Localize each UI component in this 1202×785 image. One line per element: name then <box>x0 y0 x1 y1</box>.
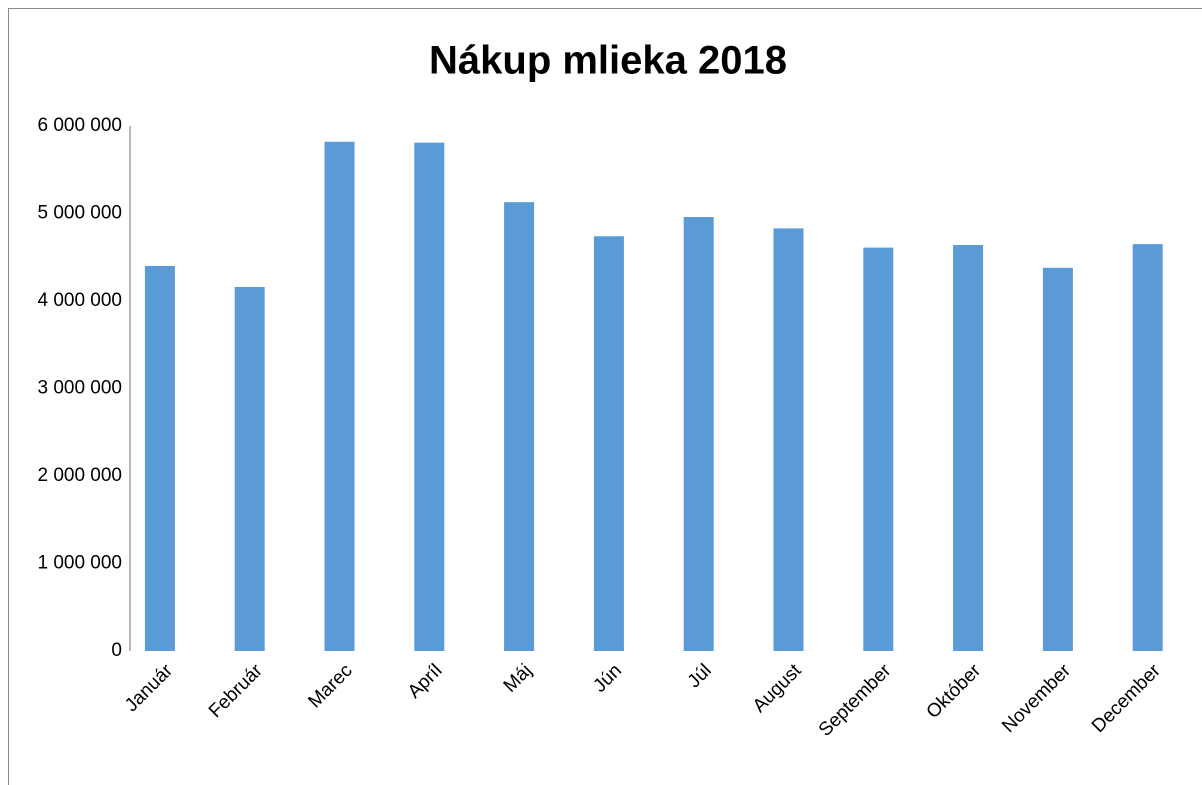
x-tick-label: Apríl <box>404 660 446 702</box>
x-tick-label: Marec <box>304 660 356 712</box>
y-tick-label: 6 000 000 <box>37 115 122 136</box>
y-tick-label: 5 000 000 <box>37 203 122 224</box>
y-tick-label: 2 000 000 <box>37 465 122 486</box>
x-tick-label: September <box>815 660 896 741</box>
chart-border <box>8 8 1202 785</box>
chart-title: Nákup mlieka 2018 <box>429 39 787 83</box>
x-tick-label: Máj <box>500 660 537 697</box>
bar <box>324 141 355 651</box>
bar <box>953 245 984 651</box>
x-tick-label: November <box>998 660 1075 737</box>
bar <box>593 236 624 651</box>
bar <box>773 228 804 651</box>
bar <box>144 266 175 651</box>
x-tick-label: Január <box>121 660 177 716</box>
y-tick-label: 3 000 000 <box>37 378 122 399</box>
x-tick-label: August <box>749 660 806 717</box>
x-tick-label: Jún <box>589 660 626 697</box>
bar <box>683 217 714 651</box>
bar <box>1042 267 1073 651</box>
bar <box>863 247 894 651</box>
bar <box>504 202 535 651</box>
x-tick-label: Október <box>923 660 986 723</box>
x-tick-label: December <box>1088 660 1165 737</box>
y-tick-label: 4 000 000 <box>37 290 122 311</box>
y-tick-label: 1 000 000 <box>37 553 122 574</box>
x-tick-label: Júl <box>684 660 716 692</box>
x-tick-label: Február <box>205 660 267 722</box>
bar <box>234 287 265 651</box>
bar <box>414 142 445 651</box>
y-tick-label: 0 <box>111 640 122 661</box>
bar <box>1132 244 1163 651</box>
